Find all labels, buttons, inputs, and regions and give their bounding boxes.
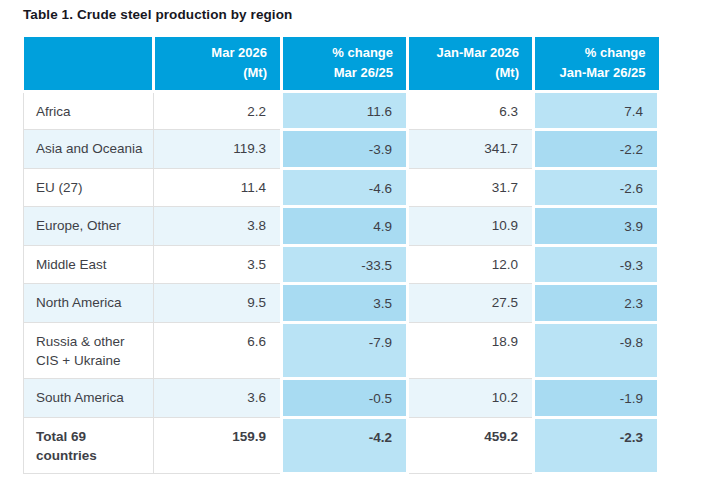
region-cell: Africa <box>24 91 154 130</box>
table-row: Russia & other CIS + Ukraine 6.6 -7.9 18… <box>24 322 659 378</box>
column-header-pct-change-mar: % change Mar 26/25 <box>282 37 408 91</box>
value-cell: 6.6 <box>154 322 282 378</box>
table-row: Europe, Other 3.8 4.9 10.9 3.9 <box>24 207 659 246</box>
pct-change-cell: -9.3 <box>534 245 659 284</box>
table-body: Africa 2.2 11.6 6.3 7.4 Asia and Oceania… <box>24 91 659 473</box>
value-cell: 3.8 <box>154 207 282 246</box>
pct-change-cell: -3.9 <box>282 130 408 169</box>
region-cell: Russia & other CIS + Ukraine <box>24 322 154 378</box>
value-cell: 3.6 <box>154 379 282 418</box>
pct-change-cell: -33.5 <box>282 245 408 284</box>
value-cell: 12.0 <box>408 245 534 284</box>
value-cell: 341.7 <box>408 130 534 169</box>
pct-change-cell: -9.8 <box>534 322 659 378</box>
value-cell: 31.7 <box>408 168 534 207</box>
value-cell: 11.4 <box>154 168 282 207</box>
column-header-jan-mar-2026: Jan-Mar 2026 (Mt) <box>408 37 534 91</box>
total-row: Total 69 countries 159.9 -4.2 459.2 -2.3 <box>24 417 659 473</box>
region-cell: Asia and Oceania <box>24 130 154 169</box>
pct-change-cell: -2.6 <box>534 168 659 207</box>
table-row: North America 9.5 3.5 27.5 2.3 <box>24 284 659 323</box>
region-cell: Europe, Other <box>24 207 154 246</box>
value-cell: 459.2 <box>408 417 534 473</box>
value-cell: 27.5 <box>408 284 534 323</box>
table-row: Middle East 3.5 -33.5 12.0 -9.3 <box>24 245 659 284</box>
region-cell: South America <box>24 379 154 418</box>
pct-change-cell: 3.5 <box>282 284 408 323</box>
table-row: EU (27) 11.4 -4.6 31.7 -2.6 <box>24 168 659 207</box>
value-cell: 9.5 <box>154 284 282 323</box>
value-cell: 10.9 <box>408 207 534 246</box>
pct-change-cell: 2.3 <box>534 284 659 323</box>
column-header-mar-2026: Mar 2026 (Mt) <box>154 37 282 91</box>
column-header-pct-change-jan-mar: % change Jan-Mar 26/25 <box>534 37 659 91</box>
table-row: Africa 2.2 11.6 6.3 7.4 <box>24 91 659 130</box>
table-row: South America 3.6 -0.5 10.2 -1.9 <box>24 379 659 418</box>
value-cell: 2.2 <box>154 91 282 130</box>
pct-change-cell: -7.9 <box>282 322 408 378</box>
pct-change-cell: -4.2 <box>282 417 408 473</box>
pct-change-cell: 7.4 <box>534 91 659 130</box>
table-header: Mar 2026 (Mt) % change Mar 26/25 Jan-Mar… <box>24 37 659 91</box>
pct-change-cell: -1.9 <box>534 379 659 418</box>
table-row: Asia and Oceania 119.3 -3.9 341.7 -2.2 <box>24 130 659 169</box>
pct-change-cell: -0.5 <box>282 379 408 418</box>
table-title: Table 1. Crude steel production by regio… <box>23 7 727 22</box>
pct-change-cell: -4.6 <box>282 168 408 207</box>
column-header-region <box>24 37 154 91</box>
page: Table 1. Crude steel production by regio… <box>0 0 727 493</box>
value-cell: 6.3 <box>408 91 534 130</box>
value-cell: 159.9 <box>154 417 282 473</box>
crude-steel-production-table: Mar 2026 (Mt) % change Mar 26/25 Jan-Mar… <box>23 37 660 475</box>
region-cell: Total 69 countries <box>24 417 154 473</box>
pct-change-cell: -2.2 <box>534 130 659 169</box>
region-cell: Middle East <box>24 245 154 284</box>
value-cell: 10.2 <box>408 379 534 418</box>
header-row: Mar 2026 (Mt) % change Mar 26/25 Jan-Mar… <box>24 37 659 91</box>
value-cell: 119.3 <box>154 130 282 169</box>
region-cell: North America <box>24 284 154 323</box>
region-cell: EU (27) <box>24 168 154 207</box>
value-cell: 3.5 <box>154 245 282 284</box>
pct-change-cell: 11.6 <box>282 91 408 130</box>
pct-change-cell: 4.9 <box>282 207 408 246</box>
pct-change-cell: 3.9 <box>534 207 659 246</box>
pct-change-cell: -2.3 <box>534 417 659 473</box>
value-cell: 18.9 <box>408 322 534 378</box>
